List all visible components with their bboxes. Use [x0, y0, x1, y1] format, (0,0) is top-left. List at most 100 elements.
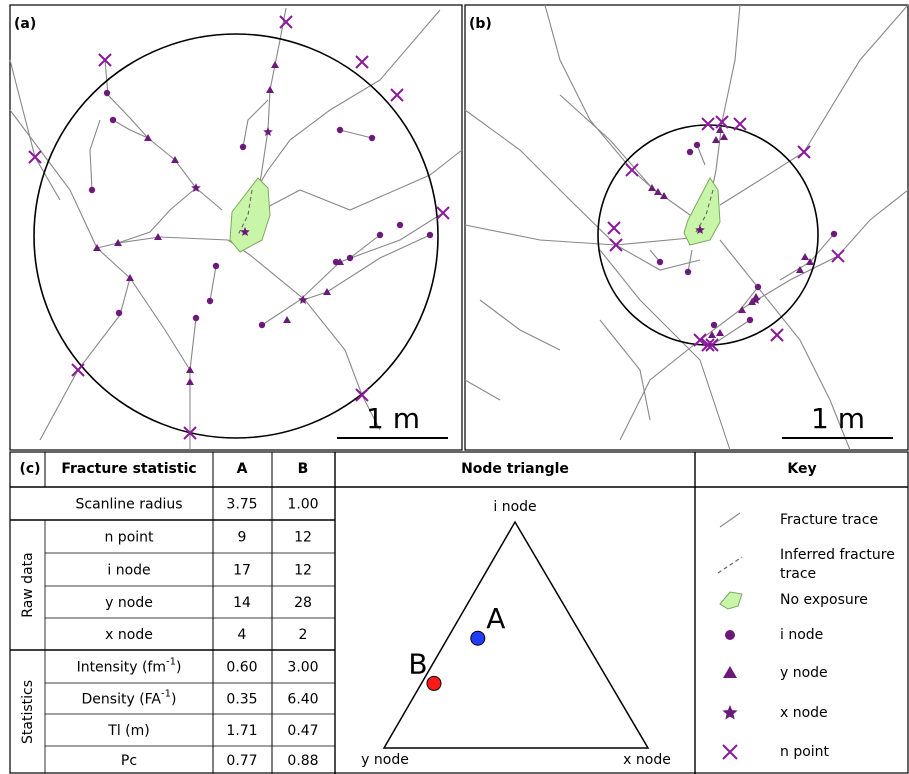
n-point [71, 363, 85, 377]
fracture-trace [687, 249, 693, 273]
row-label: Density (FA-1) [82, 689, 177, 708]
n-point [279, 15, 293, 29]
fracture-trace [249, 9, 441, 201]
scale-label: 1 m [811, 402, 865, 435]
row-label: Pc [121, 753, 137, 769]
row-label-text: y node [105, 595, 153, 611]
y-node [114, 239, 122, 246]
i-node [239, 143, 247, 151]
n-point [701, 338, 715, 352]
fracture-trace [739, 286, 759, 311]
i-node [115, 309, 123, 317]
n-point [715, 115, 729, 129]
table-cell: 2 [299, 627, 308, 643]
table-cell: 0.88 [287, 753, 318, 769]
row-label: i node [107, 563, 150, 579]
n-point [28, 150, 42, 164]
x-node [191, 183, 201, 193]
row-label: x node [105, 627, 153, 643]
row-label-text: Pc [121, 753, 137, 769]
n-point [705, 338, 719, 352]
table-cell: 1.00 [287, 497, 318, 513]
fracture-trace [619, 189, 909, 441]
vertex-label: x node [623, 752, 671, 768]
panel-c-frame [9, 451, 909, 774]
key-icon [719, 512, 741, 528]
key-label: y node [780, 665, 828, 681]
table-cell: 4 [238, 627, 247, 643]
n-point [183, 426, 197, 440]
n-point [625, 163, 639, 177]
row-label-text: Tl (m) [107, 723, 149, 739]
panel-label: (b) [469, 16, 492, 32]
fracture-trace [464, 109, 701, 271]
i-node [376, 231, 384, 239]
inferred-trace [695, 189, 714, 233]
y-node [738, 306, 746, 313]
table-cell: 3.75 [226, 497, 257, 513]
fracture-trace [464, 224, 691, 246]
fracture-trace [209, 265, 217, 302]
fracture-trace [559, 94, 691, 216]
table-cell: 0.60 [226, 660, 257, 676]
y-node [712, 136, 720, 143]
row-label-text: Scanline radius [75, 497, 182, 513]
x-node [263, 127, 273, 137]
i-node [336, 126, 344, 134]
n-point [722, 744, 738, 760]
panel-a-frame [9, 4, 463, 451]
key-label: No exposure [780, 592, 868, 608]
y-node [171, 156, 179, 163]
table-cell: 0.77 [226, 753, 257, 769]
y-node [336, 258, 344, 265]
fracture-trace [599, 249, 731, 451]
table-cell: 1.71 [226, 723, 257, 739]
table-cell: 0.35 [226, 692, 257, 708]
fracture-trace [104, 59, 223, 211]
inferred-trace [237, 189, 253, 236]
row-label: Scanline radius [75, 497, 182, 513]
y-node [708, 331, 716, 338]
n-point [355, 388, 369, 402]
i-node [686, 148, 694, 156]
ternary-point-label: A [486, 602, 505, 635]
row-label: y node [105, 595, 153, 611]
x-node [240, 227, 250, 237]
n-point [797, 145, 811, 159]
y-node [154, 233, 162, 240]
table-cell: 9 [238, 530, 247, 546]
i-node [693, 141, 701, 149]
key-icon [723, 666, 737, 678]
fracture-trace [261, 149, 463, 211]
n-point [733, 117, 747, 131]
n-point [436, 206, 450, 220]
i-node [754, 283, 762, 291]
table-cell: 14 [233, 595, 251, 611]
row-label-text: n point [104, 530, 154, 546]
y-node [648, 184, 656, 191]
i-node [212, 262, 220, 270]
vertex-label: y node [361, 752, 409, 768]
y-node [716, 126, 724, 133]
fracture-trace [339, 129, 373, 139]
key-label: i node [780, 627, 823, 643]
x-node [722, 705, 738, 720]
panel-b-frame [464, 4, 909, 451]
i-node [684, 268, 692, 276]
y-node [266, 86, 274, 93]
y-node [93, 244, 101, 251]
key-icon [717, 556, 743, 574]
i-node [103, 89, 111, 97]
y-node [144, 134, 152, 141]
triangle-title: Node triangle [461, 461, 569, 477]
fracture-trace [544, 4, 661, 196]
key-icon [719, 591, 743, 610]
row-label-text: x node [105, 627, 153, 643]
table-cell: 12 [294, 530, 312, 546]
key-label: n point [780, 744, 830, 760]
ternary-point [426, 675, 442, 691]
fracture-trace [719, 4, 909, 206]
x-node [695, 225, 705, 235]
y-node [806, 258, 814, 265]
